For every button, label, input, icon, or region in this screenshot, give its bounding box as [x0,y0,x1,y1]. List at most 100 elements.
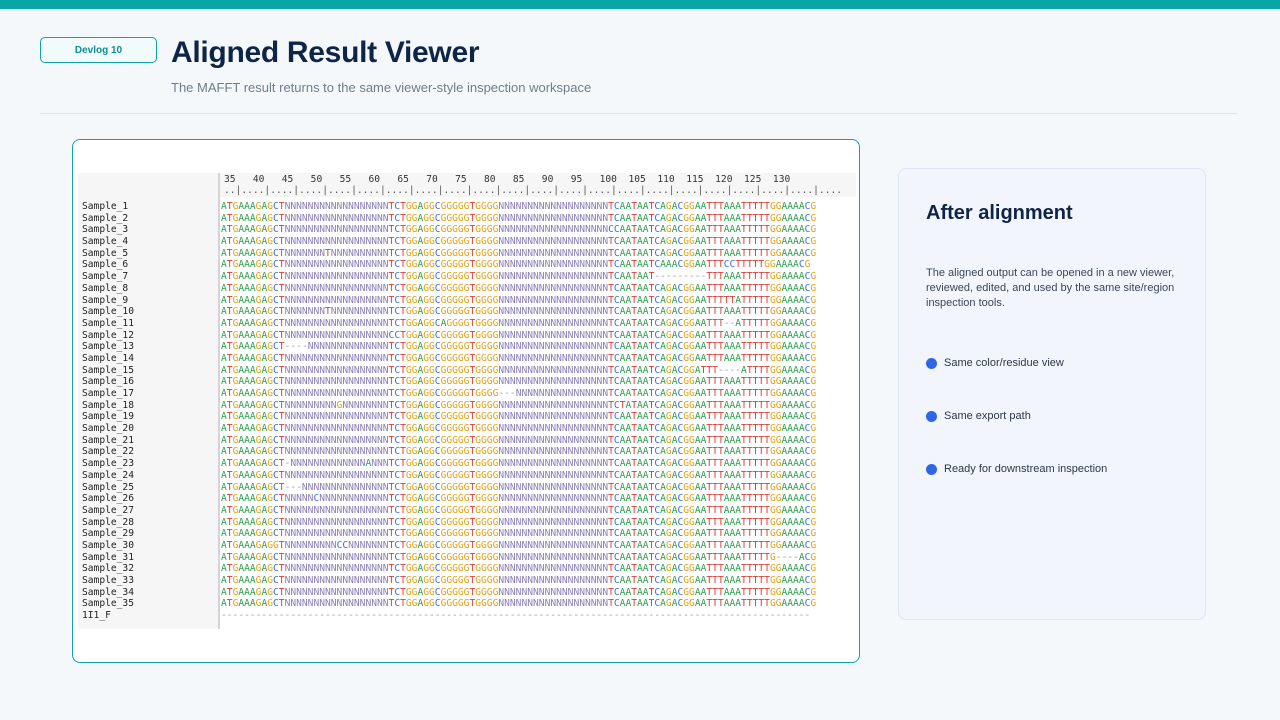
sequence-row[interactable]: ATGAAAGAGCTNNNNNNNNNNNNNNNNNNTCTGGAGGCGG… [221,388,816,400]
residue-run: A [417,563,424,575]
sequence-row[interactable]: ATGAAAGAGCTNNNNNNNNNNNNNNNNNNTCTGGAGGCGG… [221,283,816,295]
residue-run: NNNNNNNNNNNNNNNNNN [284,317,389,329]
sequence-row[interactable]: ATGAAAGAGCT----NNNNNNNNNNNNNNTCTGGAGGCGG… [221,341,816,353]
residue-run: A [221,329,227,341]
sequence-name[interactable]: Sample_17 [82,388,134,399]
sequence-row[interactable]: ATGAAAGAGCTNNNNNNNTNNNNNNNNNNTCTGGAGGCGG… [221,248,816,260]
sequence-row[interactable]: ATGAAAGAGCT---NNNNNNNNNNNNNNNTCTGGAGGCGG… [221,482,816,494]
sequence-row[interactable]: ATGAAAGAGCTNNNNNNNNNNNNNNNNNNCCTGGAGGCGG… [221,330,816,342]
sequence-name[interactable]: Sample_30 [82,539,134,551]
sequence-name[interactable]: Sample_10 [82,306,134,318]
sequence-name[interactable]: Sample_16 [82,376,134,388]
sequence-name[interactable]: Sample_8 [82,282,129,294]
sequence-row[interactable]: ATGAAAGAGCTNNNNNNNNNNNNNNNNNNTCTGGAGGCGG… [221,470,816,482]
residue-run: T [388,481,395,493]
residue-run: TTT [706,236,724,248]
sequence-row[interactable]: ATGAAAGAGCTNNNNNNNNNNNNNNNNNNTCTGGAGGCGG… [221,259,816,271]
residue-run: T [226,364,233,376]
sequence-row[interactable]: ATGAAAGAGCTNNNNNNNNNNNNNNNNNNTCTGGAGGCGG… [221,423,816,435]
sequence-name[interactable]: Sample_18 [82,399,134,411]
sequence-row[interactable]: ATGAAAGAGCTNNNNNNNNNNNNNNNNNNTCTGGAGGCGG… [221,598,816,610]
sequence-row[interactable]: ATGAAAGAGCTNNNNNNNNNNNNNNNNNNTCTGGAGGCGG… [221,224,816,236]
sequence-name[interactable]: Sample_24 [82,469,134,481]
sequence-name[interactable]: Sample_20 [82,423,134,435]
sequence-name[interactable]: Sample_31 [82,551,134,563]
residue-run: A [417,493,424,505]
sequence-row[interactable]: ATGAAAGAGCTNNNNNNNNNNNNNNNNNNTCTGGAGGCAG… [221,318,816,330]
sequence-name[interactable]: Sample_11 [82,317,134,329]
sequence-row[interactable]: ATGAAAGAGCTNNNNNNNNNNNNNNNNNNTCTGGAGGCGG… [221,587,816,599]
residue-run: AAA [723,469,742,481]
sequence-row[interactable]: ATGAAAGAGCTNNNNNNNNNNNNNNNNNNTCTGGAGGCGG… [221,213,816,225]
alignment-viewer[interactable]: 35 40 45 50 55 60 65 70 75 80 85 90 95 1… [78,173,856,629]
sequence-name[interactable]: Sample_4 [82,236,129,248]
sequence-row[interactable]: ATGAAAGAGCTNNNNNNNNNNNNNNNNNNTCTGGAGGCGG… [221,563,816,575]
residue-run: GG [423,469,435,481]
sequence-name[interactable]: Sample_19 [82,411,134,423]
residue-run: G [255,212,262,224]
sequence-row[interactable]: ATGAAAGAGCTNNNNNNNNNNNNNNNNNNTCTGGAGGCGG… [221,376,816,388]
residue-run: GG [683,224,695,236]
residue-run: T [278,282,285,294]
sequence-row[interactable]: ----------------------------------------… [221,610,816,622]
sequence-row[interactable]: ATGAAAGAGCTNNNNNNNNNNNNNNNNNNTCTGGAGGCGG… [221,505,816,517]
sequence-name[interactable]: Sample_1 [82,201,129,212]
residue-run: GGGG [475,516,499,528]
sequence-row[interactable]: ATGAAAGAGCTNNNNNNNNNNNNNNNNNNTCTGGAGGCGG… [221,446,816,458]
sequence-row[interactable]: ATGAAAGAGGTNNNNNNNNNCCNNNNNNNTCTGGAGGCGG… [221,540,816,552]
residue-run: C [434,306,441,318]
sequence-name[interactable]: Sample_9 [82,294,129,306]
sequence-row[interactable]: ATGAAAGAGCTNNNNNNNNNNNNNNNNNNTCTGGAGGCGG… [221,517,816,529]
residue-run: GG [769,516,782,528]
sequence-row[interactable]: ATGAAAGAGCTNNNNNNNNNNNNNNNNNNTCTGGAGGCGG… [221,236,816,248]
sequence-name[interactable]: Sample_33 [82,575,134,586]
sequence-name[interactable]: Sample_28 [82,516,134,528]
sequence-name[interactable]: Sample_34 [82,586,134,598]
residue-run: C [273,236,279,248]
residue-run: AA [637,224,649,236]
sequence-name[interactable]: Sample_29 [82,528,134,540]
residue-run: AA [694,446,707,458]
residue-run: ---- [775,551,799,563]
sequence-name[interactable]: Sample_27 [82,504,134,516]
sequence-row[interactable]: ATGAAAGAGCTNNNNNNNNNNNNNNNNNNTCTGGAGGCGG… [221,201,816,213]
sequence-name[interactable]: Sample_35 [82,598,134,610]
sequence-name[interactable]: Sample_7 [82,271,129,283]
sequence-row[interactable]: ATGAAAGAGCTNNNNNCNNNNNNNNNNNNTCTGGAGGCGG… [221,493,816,505]
residue-run: G [665,224,672,236]
sequence-name[interactable]: Sample_25 [82,481,134,493]
sequence-row[interactable]: ATGAAAGAGCTNNNNNNNNNNNNNNNNNNTCTGGAGGCGG… [221,575,816,587]
sequence-row[interactable]: ATGAAAGAGCTNNNNNNNNNNNNNNNNNNTCTGGAGGCGG… [221,295,816,307]
sequence-name[interactable]: Sample_13 [82,341,134,353]
residue-run: T [400,224,406,236]
sequence-name[interactable]: 1I1_F [82,610,111,622]
sequence-row[interactable]: ATGAAAGAGCTNNNNNNNNNNNNNNNNNNTCTGGAGGCGG… [221,528,816,540]
sequence-row[interactable]: ATGAAAGAGCTNNNNNNNTNNNNNNNNNNTCTGGAGGCGG… [221,306,816,318]
residue-run: NNNNNNNNNNNNNNNNNN [284,528,389,540]
residue-run: A [671,224,678,236]
sequence-name[interactable]: Sample_14 [82,352,134,364]
sequence-name[interactable]: Sample_22 [82,446,134,458]
sequence-name[interactable]: Sample_3 [82,224,129,236]
sequence-row[interactable]: ATGAAAGAGCTNNNNNNNNNGNNNNNNNNTCTGGAGGCGG… [221,400,816,412]
sequence-name[interactable]: Sample_15 [82,364,134,376]
residue-run: A [417,528,424,540]
sequence-row[interactable]: ATGAAAGAGCTNNNNNNNNNNNNNNNNNNTCTGGAGGCGG… [221,411,816,423]
sequence-name[interactable]: Sample_6 [82,259,129,271]
sequence-row[interactable]: ATGAAAGAGCT-NNNNNNNNNNNNNANNNTCTGGAGGCGG… [221,458,816,470]
sequence-row[interactable]: ATGAAAGAGCTNNNNNNNNNNNNNNNNNNTCTGGAGGCGG… [221,435,816,447]
sequence-row[interactable]: ATGAAAGAGCTNNNNNNNNNNNNNNNNNNTCTGGAGGCGG… [221,365,816,377]
sequence-name[interactable]: Sample_32 [82,563,134,575]
sequence-name[interactable]: Sample_2 [82,212,129,224]
residue-run: C [654,236,661,248]
sequence-row[interactable]: ATGAAAGAGCTNNNNNNNNNNNNNNNNNNTCTGGAGGCGG… [221,552,816,564]
sequence-name[interactable]: Sample_23 [82,458,134,470]
sequence-name[interactable]: Sample_26 [82,493,134,505]
sequence-name[interactable]: Sample_5 [82,247,129,259]
sequence-row[interactable]: ATGAAAGAGCTNNNNNNNNNNNNNNNNNNTCTGGAGGCGG… [221,271,816,283]
sequence-name[interactable]: Sample_21 [82,434,134,446]
residue-run: T [648,575,655,586]
sequence-row[interactable]: ATGAAAGAGCTNNNNNNNNNNNNNNNNNNTCTGGAGGCGG… [221,353,816,365]
residue-run: CC [608,224,620,236]
sequence-name[interactable]: Sample_12 [82,329,134,341]
